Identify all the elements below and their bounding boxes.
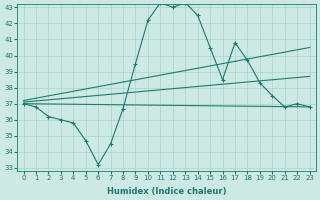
X-axis label: Humidex (Indice chaleur): Humidex (Indice chaleur) (107, 187, 226, 196)
